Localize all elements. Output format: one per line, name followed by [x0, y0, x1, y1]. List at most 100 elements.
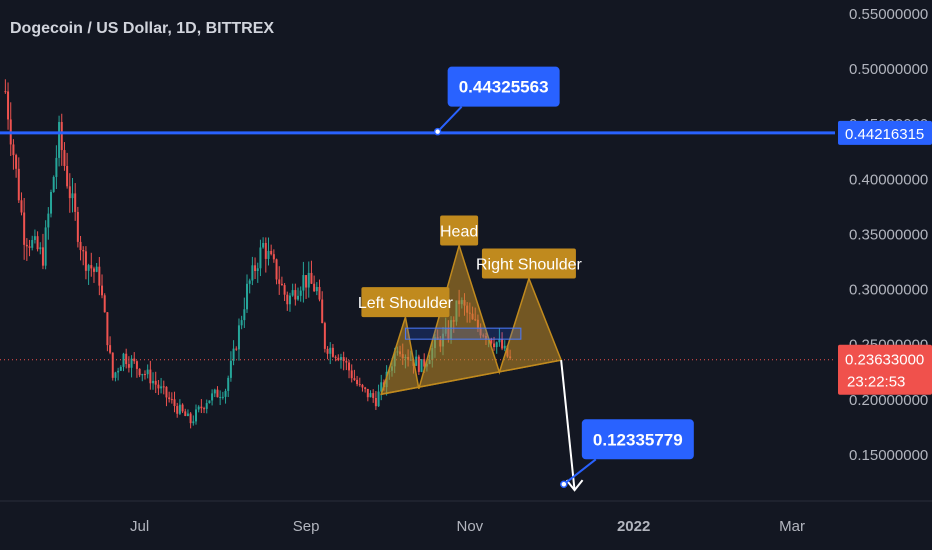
candle-body — [133, 358, 136, 362]
candle-body — [41, 247, 44, 266]
candle-body — [299, 290, 302, 296]
candle-body — [219, 397, 222, 399]
candle-body — [498, 339, 501, 343]
candle-body — [60, 122, 63, 151]
candle-body — [50, 191, 53, 214]
candle-body — [288, 295, 291, 305]
candle-body — [213, 389, 216, 394]
candle-body — [52, 176, 55, 192]
pattern-label-group: Right Shoulder — [476, 248, 583, 279]
candle-body — [237, 325, 240, 350]
candle-body — [490, 338, 493, 344]
pattern-label-group: Head — [440, 215, 479, 246]
candle-body — [58, 122, 61, 158]
candle-body — [224, 390, 227, 397]
candle-body — [232, 348, 235, 361]
callout-pointer — [436, 105, 463, 133]
candle-body — [415, 356, 418, 366]
candle-body — [211, 393, 214, 401]
candle-body — [194, 409, 197, 422]
candle-body — [326, 348, 329, 354]
candle-body — [251, 265, 254, 281]
candle-body — [15, 155, 18, 169]
candle-body — [146, 369, 149, 375]
candle-body — [33, 236, 36, 241]
candle-body — [334, 356, 337, 358]
pattern-label-box — [440, 215, 479, 246]
candle-body — [12, 144, 15, 156]
pattern-label-text: Head — [440, 223, 478, 240]
callout-label: 0.12335779 — [593, 430, 683, 449]
candle-body — [95, 266, 98, 272]
candle-body — [82, 250, 85, 252]
candle-body — [278, 279, 281, 284]
pattern-label-group: Left Shoulder — [358, 287, 454, 318]
candle-body — [227, 377, 230, 391]
candle-body — [36, 236, 39, 250]
price-callout: 0.12335779 — [560, 419, 694, 489]
candle-body — [47, 213, 50, 228]
projection-arrow-head — [565, 479, 584, 492]
candle-body — [493, 343, 496, 348]
candle-body — [345, 361, 348, 363]
candle-body — [318, 286, 321, 300]
candle-body — [337, 357, 340, 361]
candle-body — [374, 397, 377, 407]
pattern-label-box — [481, 248, 576, 279]
candle-body — [138, 368, 141, 376]
candle-body — [168, 397, 171, 400]
candle-body — [417, 356, 420, 372]
candle-body — [154, 380, 157, 385]
candle-body — [254, 265, 257, 272]
candle-body — [369, 393, 372, 398]
last-price-tag-value: 0.23633000 — [845, 352, 924, 369]
candle-body — [313, 283, 316, 292]
candle-body — [294, 290, 297, 300]
candle-body — [149, 369, 152, 384]
y-tick-label: 0.50000000 — [849, 61, 928, 78]
candle-body — [286, 294, 289, 305]
price-callout: 0.44325563 — [433, 66, 560, 136]
pattern-label-text: Right Shoulder — [476, 257, 583, 274]
candle-body — [358, 384, 361, 386]
candle-body — [25, 244, 28, 247]
candle-body — [106, 312, 109, 346]
projection-arrow-line — [560, 360, 576, 491]
candle-body — [264, 243, 267, 259]
candle-body — [141, 374, 144, 376]
candle-body — [246, 283, 249, 310]
y-tick-label: 0.20000000 — [849, 392, 928, 409]
candle-body — [342, 357, 345, 362]
candle-body — [297, 295, 300, 300]
resistance-price-tag — [838, 120, 932, 145]
candle-body — [28, 246, 31, 248]
candle-body — [262, 243, 265, 248]
candle-body — [243, 309, 246, 321]
y-tick-label: 0.55000000 — [849, 6, 928, 23]
candle-body — [98, 266, 101, 286]
candle-body — [186, 413, 189, 416]
candle-body — [353, 378, 356, 380]
y-tick-label: 0.40000000 — [849, 171, 928, 188]
x-tick-label: Mar — [779, 518, 805, 535]
candles-layer — [4, 79, 512, 429]
candle-body — [329, 347, 332, 354]
candle-body — [114, 372, 117, 378]
callout-anchor — [560, 480, 568, 489]
candle-body — [283, 285, 286, 295]
candle-body — [152, 380, 155, 384]
candle-body — [84, 251, 87, 271]
candle-body — [184, 411, 187, 416]
candle-body — [259, 247, 262, 269]
candle-body — [160, 386, 163, 389]
y-tick-label: 0.30000000 — [849, 282, 928, 299]
candle-body — [372, 393, 375, 398]
candle-body — [348, 362, 351, 371]
candle-body — [39, 247, 42, 250]
candle-body — [275, 259, 278, 280]
candle-body — [200, 406, 203, 409]
candle-body — [208, 400, 211, 404]
last-price-countdown: 23:22:53 — [847, 374, 905, 391]
